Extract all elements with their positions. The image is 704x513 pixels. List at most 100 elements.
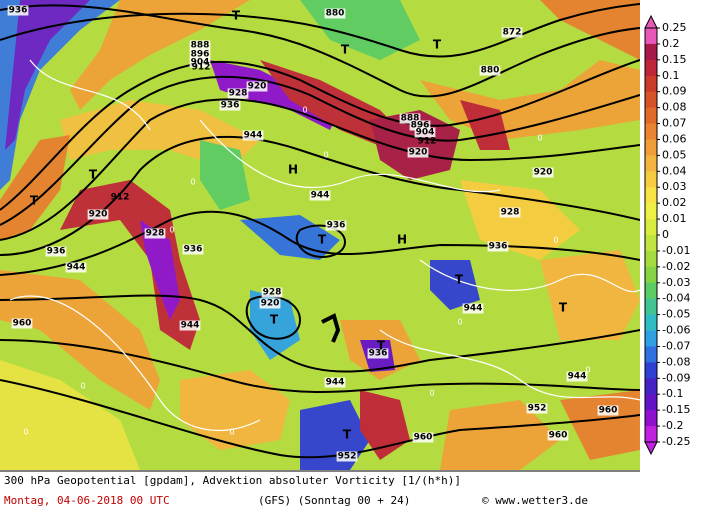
contour-label: 928 [229, 89, 248, 99]
contour-label-bg [412, 432, 434, 443]
legend-label: -0.02 [662, 260, 690, 273]
contour-label: 912 [111, 193, 130, 203]
contour-label-bg [219, 100, 241, 111]
contour-label-bg [499, 207, 521, 218]
contour-label-bg [189, 57, 211, 68]
legend-label: -0.15 [662, 403, 690, 416]
contour-label-bg [325, 220, 347, 231]
contour-label: 904 [416, 128, 435, 138]
legend-label: -0.25 [662, 435, 690, 448]
contour-label: 896 [411, 121, 430, 131]
zero-contours [9, 59, 640, 431]
contour-label: 936 [369, 349, 388, 359]
colorbar-band [645, 139, 657, 156]
colorbar: 0.25 0.2 0.15 0.1 0.09 0.08 0.07 0.06 0.05 0.04 0.… [644, 14, 690, 456]
contour-label: 944 [326, 378, 345, 388]
footer-date: Montag, 04-06-2018 00 UTC [4, 494, 170, 507]
contour-label-bg [259, 298, 281, 309]
colorbar-band [645, 266, 657, 284]
pressure-center: T [377, 339, 386, 353]
legend-label: 0.09 [662, 85, 687, 98]
contour-label-bg [227, 88, 249, 99]
contour-label-bg [566, 371, 588, 382]
contour-label-bg [501, 27, 523, 38]
contour-label: 944 [181, 321, 200, 331]
colorbar-band [645, 28, 657, 45]
legend-label: 0.15 [662, 53, 687, 66]
zero-label: 0 [537, 134, 542, 143]
zero-label: 0 [585, 366, 590, 375]
contour-label: 944 [568, 372, 587, 382]
contour-label-bg [409, 120, 431, 131]
contour-label-bg [189, 40, 211, 51]
contour-label-bg [179, 320, 201, 331]
zero-label: 0 [302, 106, 307, 115]
contour-label: 936 [489, 242, 508, 252]
zero-label: 0 [323, 151, 328, 160]
contour-label-bg [144, 228, 166, 239]
zero-label: 0 [553, 236, 558, 245]
colorbar-band [645, 107, 657, 125]
legend-label: 0.03 [662, 180, 687, 193]
colorbar-band [645, 91, 657, 109]
colorbar-band [645, 171, 657, 188]
contour-label-bg [87, 209, 109, 220]
contour-label: 928 [501, 208, 520, 218]
contour-label: 936 [9, 6, 28, 16]
contour-label: 872 [503, 28, 522, 38]
zero-label: 0 [190, 178, 195, 187]
legend-label: -0.01 [662, 244, 690, 257]
contour-label: 888 [191, 41, 210, 51]
pressure-center: H [397, 233, 407, 247]
colorbar-band [645, 75, 657, 93]
legend-label: -0.07 [662, 339, 690, 352]
colorbar-band [645, 203, 657, 220]
pressure-center: T [343, 428, 352, 442]
legend-label: -0.09 [662, 371, 690, 384]
pressure-center: T [559, 301, 568, 315]
map [0, 0, 640, 470]
contour-label-bg [261, 287, 283, 298]
colorbar-band [645, 410, 657, 427]
contour-label-bg [324, 8, 346, 19]
colorbar-band [645, 123, 657, 140]
colorbar-band [645, 346, 657, 363]
contour-label-bg [487, 241, 509, 252]
legend-label: -0.2 [662, 419, 683, 432]
zero-label: 0 [429, 389, 434, 398]
footer-site: © www.wetter3.de [482, 494, 588, 507]
colorbar-band [645, 43, 657, 61]
contour-label-bg [246, 81, 268, 92]
contour-label-bg [547, 430, 569, 441]
legend-label: 0.07 [662, 117, 687, 130]
contour-label: 888 [401, 114, 420, 124]
pressure-center: T [433, 38, 442, 52]
contour-label: 936 [221, 101, 240, 111]
contour-label: 904 [191, 58, 210, 68]
legend-label: -0.1 [662, 387, 683, 400]
contour-label-bg [336, 451, 358, 462]
contour-label-bg [45, 246, 67, 257]
contour-label: 952 [528, 404, 547, 414]
legend-label: 0.05 [662, 148, 687, 161]
contour-label-bg [189, 49, 211, 60]
footer-model: (GFS) (Sonntag 00 + 24) [258, 494, 410, 507]
front-symbol [321, 313, 341, 343]
zero-label: 0 [169, 226, 174, 235]
contour-label-bg [414, 127, 436, 138]
legend-label: 0.01 [662, 212, 687, 225]
legend-label: 0.06 [662, 132, 687, 145]
pressure-center: T [270, 313, 279, 327]
contour-label: 880 [481, 66, 500, 76]
zero-label: 0 [80, 382, 85, 391]
contour-label-bg [11, 318, 33, 329]
zero-label: 0 [457, 318, 462, 327]
pressure-center: T [318, 233, 327, 247]
legend-label: -0.03 [662, 276, 690, 289]
contour-label-bg [242, 130, 264, 141]
legend-label: -0.08 [662, 355, 690, 368]
colorbar-band [645, 187, 657, 204]
legend-label: 0.1 [662, 69, 680, 82]
